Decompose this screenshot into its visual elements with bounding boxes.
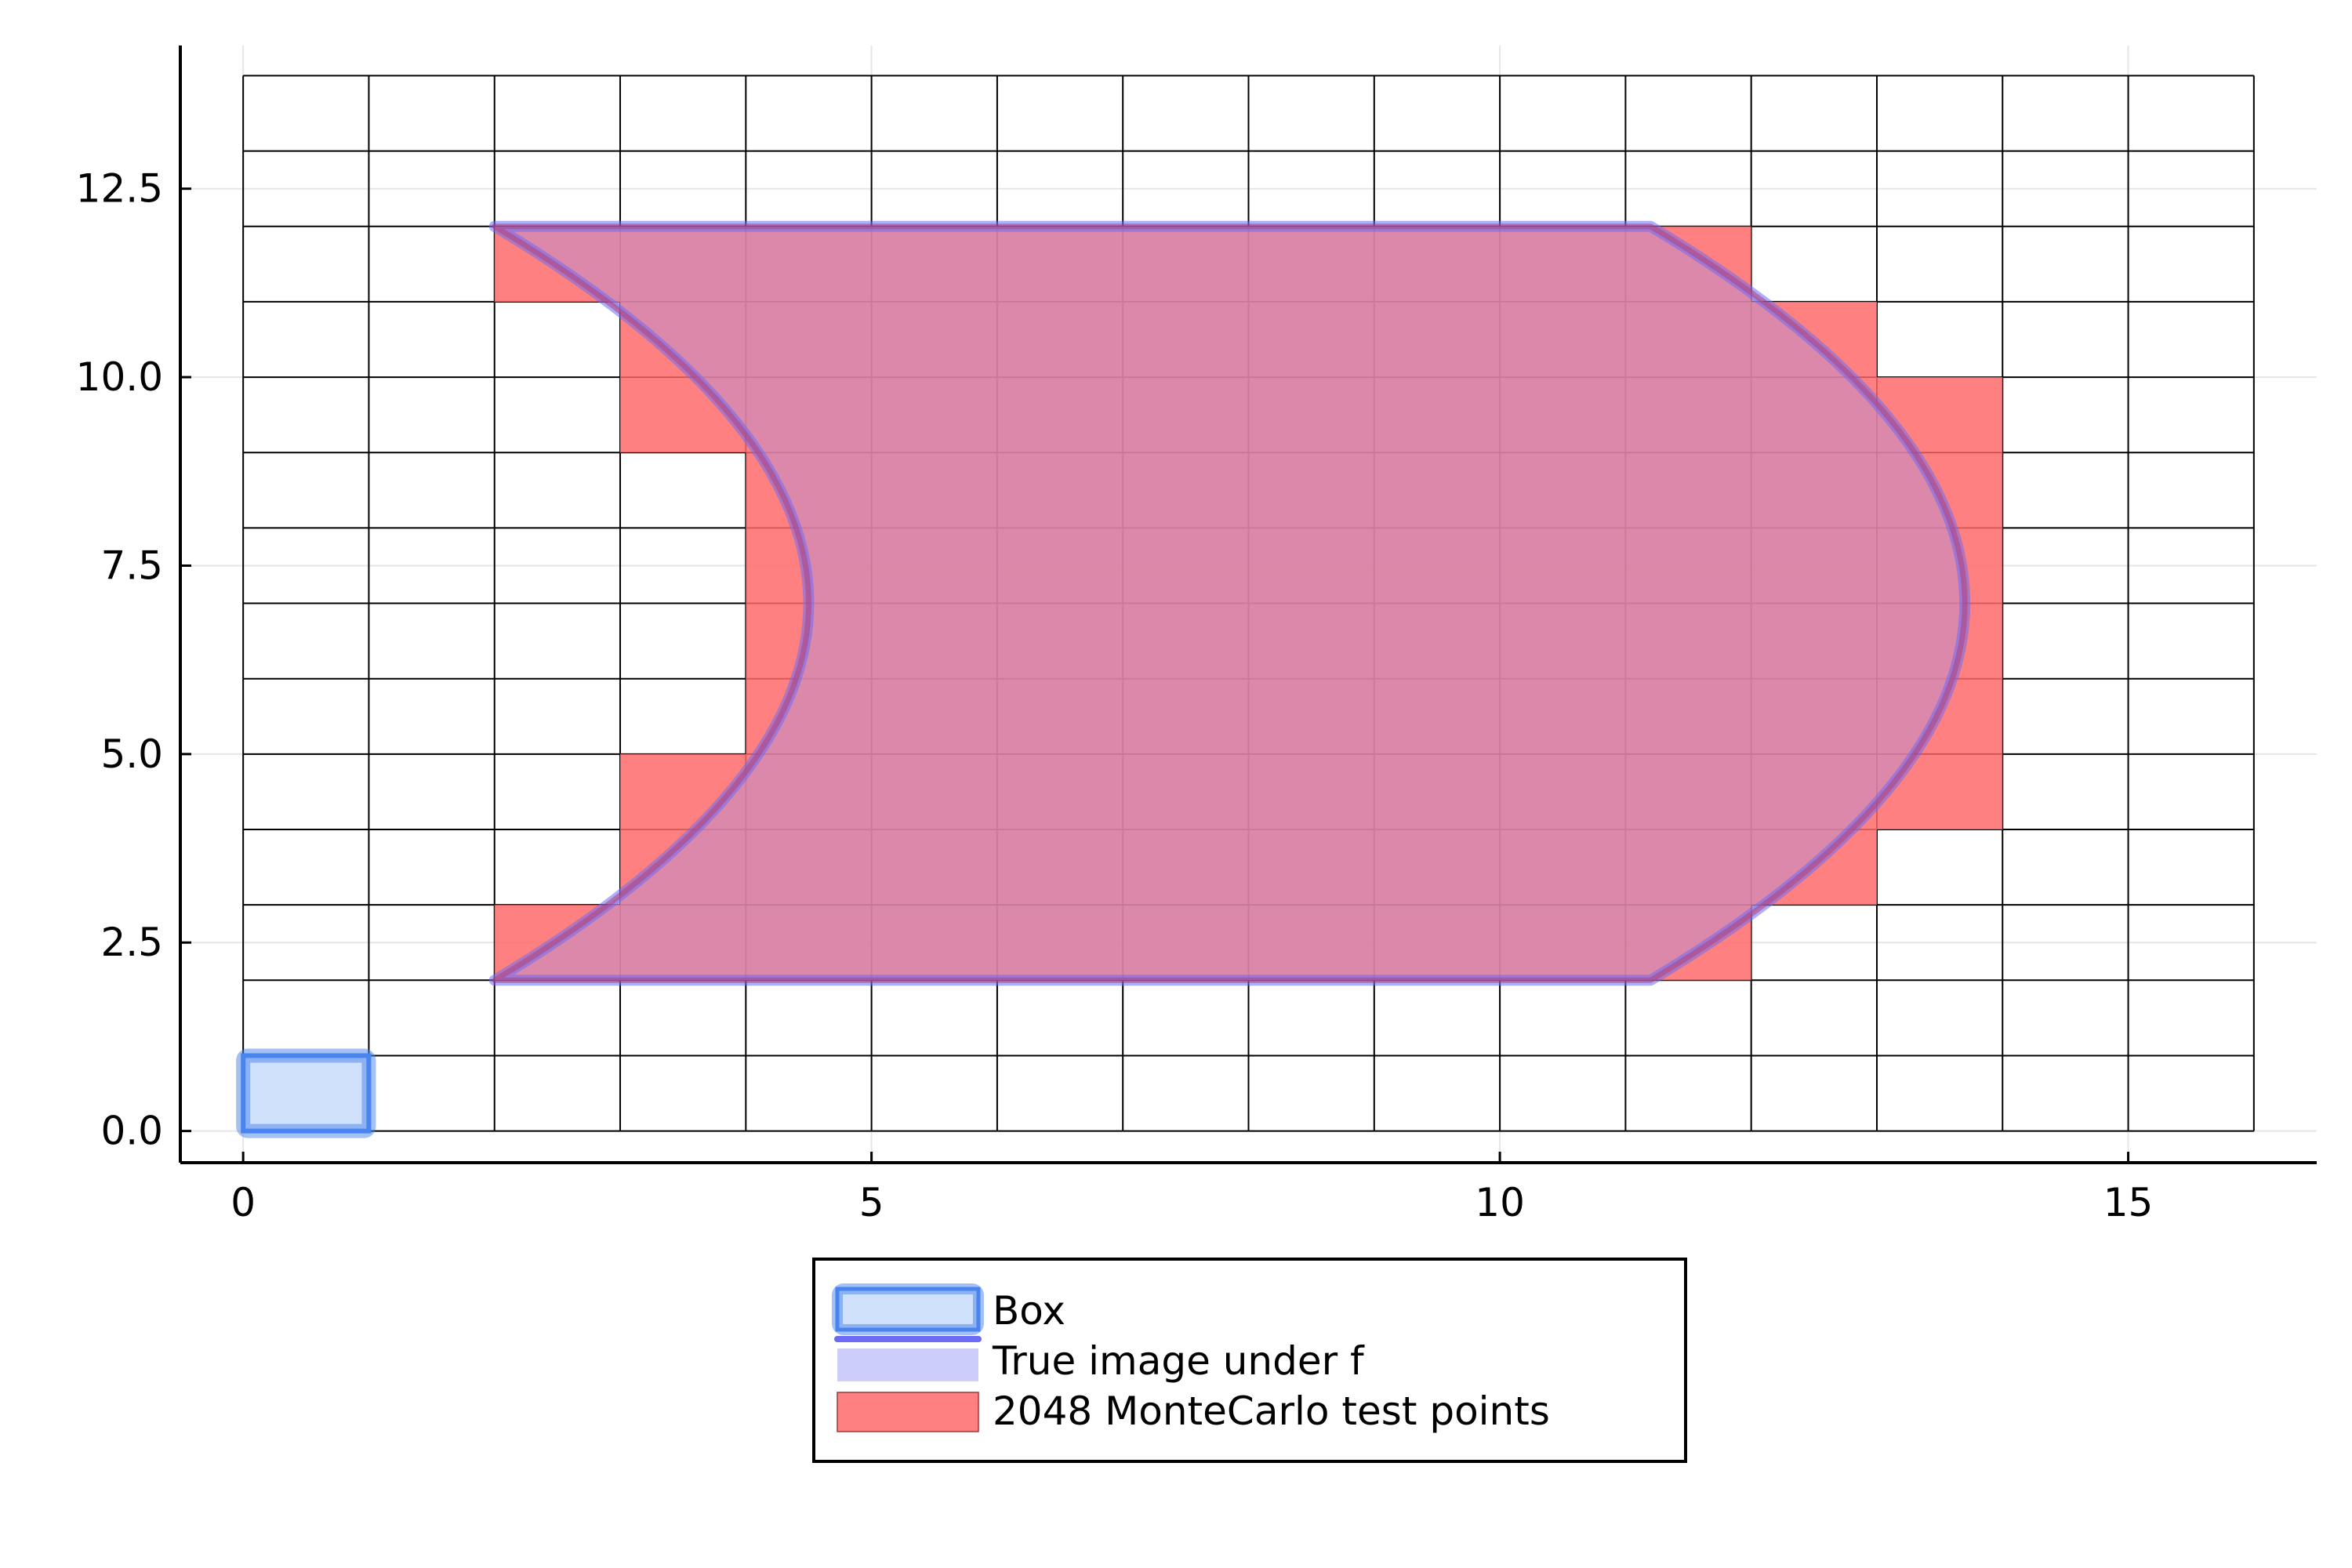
montecarlo-cell-row [620,753,2003,829]
x-tick-label: 10 [1475,1180,1525,1225]
legend-swatch-true [837,1348,978,1381]
montecarlo-cell-row [746,452,2003,754]
y-tick-label: 0.0 [100,1109,163,1154]
montecarlo-cell-row [494,226,1751,302]
x-tick-label: 5 [859,1180,884,1225]
true-image-region [488,220,1971,986]
true-image-outline-inner [492,223,1968,983]
legend-swatch-montecarlo [837,1392,979,1432]
y-tick-label: 7.5 [100,543,163,588]
box-rect-halo [236,1048,376,1138]
montecarlo-cell-row [620,301,1877,378]
y-tick-label: 2.5 [100,920,163,965]
x-tick-label: 15 [2103,1180,2154,1225]
y-tick-label: 10.0 [76,354,163,400]
x-tick-label: 0 [230,1180,256,1225]
legend-label-true-image: True image under f [992,1338,1365,1384]
montecarlo-cells [494,226,2003,981]
y-tick-label: 5.0 [100,731,163,777]
montecarlo-cell-row [620,829,1877,906]
box-region [236,1048,376,1138]
legend-label-box: Box [993,1288,1065,1334]
y-ticks: 0.0 2.5 5.0 7.5 10.0 12.5 [76,166,191,1154]
legend-label-montecarlo: 2048 MonteCarlo test points [993,1388,1550,1434]
montecarlo-cell-row [494,905,1751,981]
box-rect [241,1053,372,1134]
true-image-fill [494,226,1965,981]
montecarlo-cell-row [620,377,2003,453]
y-tick-label: 12.5 [76,166,163,212]
legend-swatch-box [832,1283,984,1335]
axes [179,45,2317,1164]
true-image-overlap [494,226,1965,981]
legend-swatch-box-edge [835,1287,981,1332]
x-ticks: 0 5 10 15 [230,1152,2153,1225]
